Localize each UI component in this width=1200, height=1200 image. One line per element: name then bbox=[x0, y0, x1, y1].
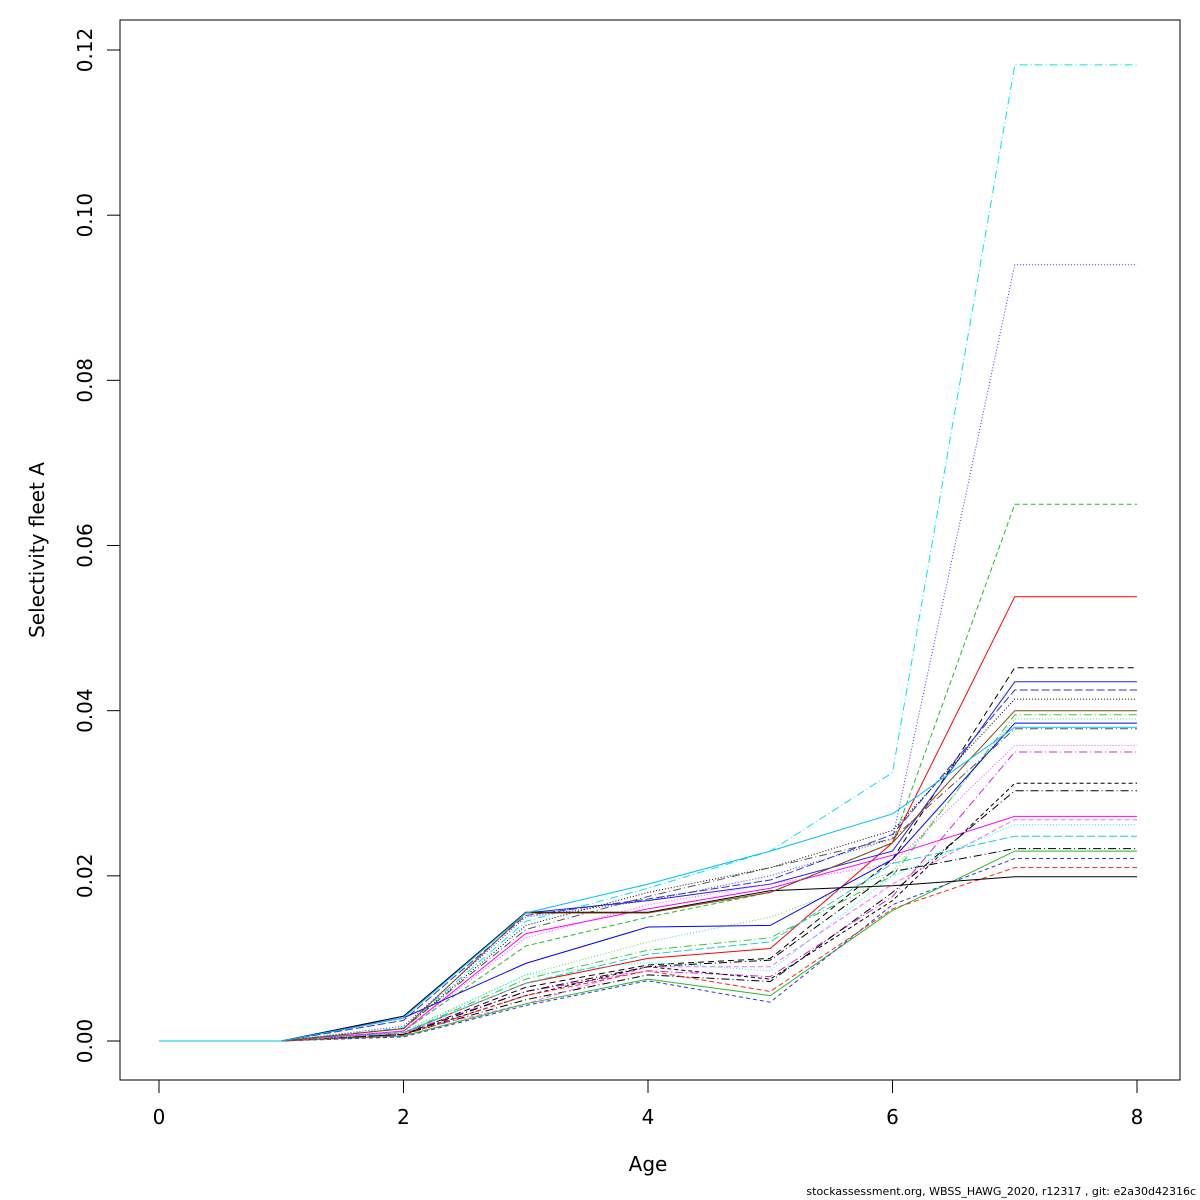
series-line-8 bbox=[159, 698, 1137, 1042]
series-line-3 bbox=[159, 503, 1137, 1042]
series-line-21 bbox=[159, 848, 1137, 1042]
series-line-13 bbox=[159, 728, 1137, 1042]
series-line-10 bbox=[159, 718, 1137, 1042]
series-line-19 bbox=[159, 824, 1137, 1042]
y-tick-label: 0.10 bbox=[73, 193, 97, 238]
series-line-5 bbox=[159, 667, 1137, 1042]
series-line-23 bbox=[159, 858, 1137, 1042]
series-line-25 bbox=[159, 876, 1137, 1042]
x-tick-label: 2 bbox=[397, 1105, 410, 1129]
series-line-6 bbox=[159, 681, 1137, 1042]
series-layer bbox=[159, 64, 1137, 1042]
series-line-27 bbox=[159, 726, 1137, 1042]
x-axis: 0 2 4 6 8 bbox=[153, 1079, 1144, 1129]
series-line-17 bbox=[159, 790, 1137, 1042]
source-footnote: stockassessment.org, WBSS_HAWG_2020, r12… bbox=[806, 1185, 1196, 1198]
series-line-12 bbox=[159, 722, 1137, 1042]
x-tick-label: 4 bbox=[642, 1105, 655, 1129]
y-axis: 0.00 0.02 0.04 0.06 0.08 0.10 0.12 bbox=[73, 28, 121, 1064]
x-tick-label: 0 bbox=[153, 1105, 166, 1129]
y-tick-label: 0.08 bbox=[73, 358, 97, 403]
y-tick-label: 0.12 bbox=[73, 28, 97, 73]
series-line-20 bbox=[159, 835, 1137, 1042]
series-line-26 bbox=[159, 710, 1137, 1042]
series-line-22 bbox=[159, 850, 1137, 1042]
series-line-1 bbox=[159, 64, 1137, 1042]
y-axis-label: Selectivity fleet A bbox=[25, 462, 49, 638]
series-line-9 bbox=[159, 714, 1137, 1042]
series-line-7 bbox=[159, 689, 1137, 1042]
series-line-14 bbox=[159, 744, 1137, 1042]
plot-frame bbox=[119, 19, 1181, 1081]
y-tick-label: 0.00 bbox=[73, 1019, 97, 1064]
x-tick-label: 8 bbox=[1131, 1105, 1144, 1129]
y-tick-label: 0.06 bbox=[73, 523, 97, 568]
series-line-11 bbox=[159, 815, 1137, 1042]
series-line-2 bbox=[159, 264, 1137, 1042]
series-line-4 bbox=[159, 596, 1137, 1042]
x-tick-label: 6 bbox=[886, 1105, 899, 1129]
y-tick-label: 0.02 bbox=[73, 854, 97, 899]
x-axis-label: Age bbox=[629, 1152, 668, 1176]
series-line-24 bbox=[159, 867, 1137, 1042]
y-tick-label: 0.04 bbox=[73, 688, 97, 733]
